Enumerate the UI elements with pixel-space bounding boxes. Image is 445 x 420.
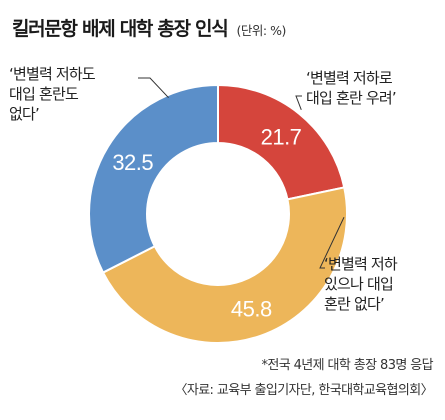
- value-labels: 21.7 45.8 32.5: [112, 124, 302, 321]
- callout-line: ‘변별력 저하로: [306, 69, 393, 87]
- callout-line: 대입 혼란도: [9, 85, 79, 103]
- footnote-note: *전국 4년제 대학 총장 83명 응답: [261, 358, 433, 373]
- value-label-2: 45.8: [231, 296, 272, 321]
- footnote-source: 〈자료: 교육부 출입기자단, 한국대학교육협의회〉: [174, 383, 433, 398]
- donut-slice-3: [88, 83, 219, 274]
- unit-label: (단위: %): [236, 23, 287, 38]
- leader-line-3: [138, 77, 169, 99]
- callout-line: 있으나 대입: [324, 275, 394, 293]
- callout-line: 없다’: [9, 105, 40, 123]
- callout-line: 대입 혼란 우려’: [306, 89, 397, 107]
- leader-lines: [138, 77, 345, 269]
- callout-line: ‘변별력 저하: [324, 255, 398, 273]
- callout-slice-1: ‘변별력 저하로 대입 혼란 우려’: [306, 68, 397, 108]
- donut-slice-2: [101, 186, 348, 344]
- leader-line-2: [319, 217, 345, 269]
- callout-line: ‘변별력 저하도: [9, 65, 96, 83]
- chart-title-row: 킬러문항 배제 대학 총장 인식 (단위: %): [12, 14, 286, 41]
- callout-slice-3: ‘변별력 저하도 대입 혼란도 없다’: [9, 64, 96, 124]
- value-label-3: 32.5: [112, 150, 153, 175]
- chart-title: 킬러문항 배제 대학 총장 인식: [12, 18, 229, 40]
- callout-slice-2: ‘변별력 저하 있으나 대입 혼란 없다’: [324, 254, 398, 314]
- callout-line: 혼란 없다’: [324, 295, 385, 313]
- leader-line-1: [295, 95, 302, 111]
- donut-slices: [88, 83, 348, 344]
- value-label-1: 21.7: [261, 124, 302, 149]
- donut-slice-1: [217, 83, 346, 201]
